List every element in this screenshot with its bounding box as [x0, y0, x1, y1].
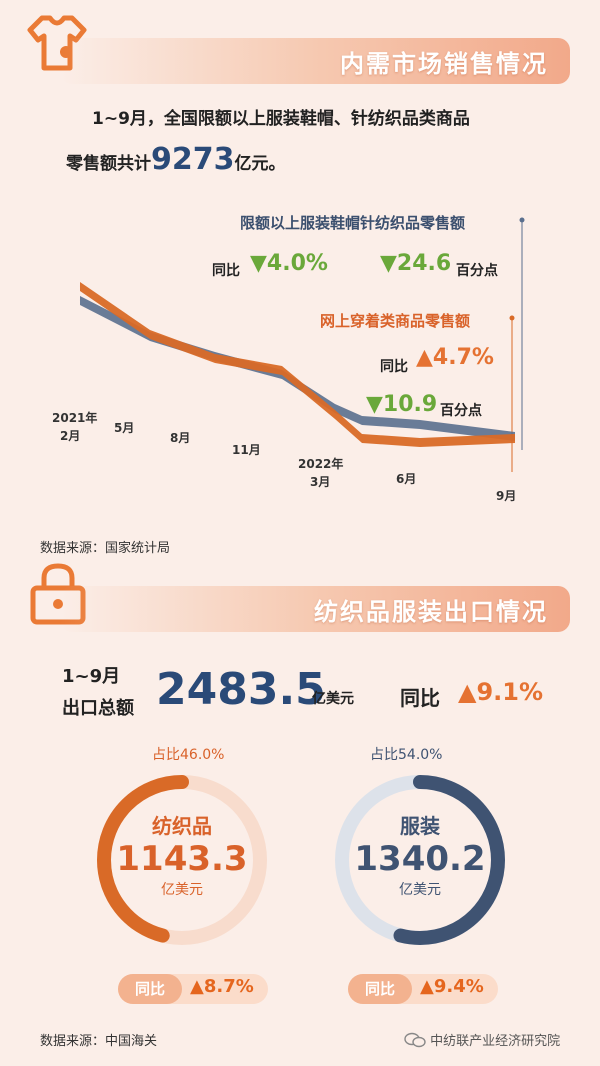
- garments-name: 服装: [400, 814, 440, 838]
- series2-yoy: ▲4.7%: [416, 345, 494, 370]
- textiles-value: 1143.3: [116, 839, 248, 879]
- x-tick-label: 2022年: [298, 456, 343, 471]
- series2-pp: ▼10.9: [366, 392, 438, 417]
- x-tick-label-sub: 2月: [60, 429, 80, 443]
- x-tick-label: 5月: [114, 421, 134, 435]
- series1-yoy: ▼4.0%: [250, 251, 328, 276]
- x-tick-label: 11月: [232, 443, 261, 457]
- wechat-icon: [404, 1032, 426, 1052]
- textiles-yoy: ▲8.7%: [190, 976, 254, 997]
- watermark-text: 中纺联产业经济研究院: [430, 1034, 561, 1049]
- textiles-unit: 亿美元: [161, 882, 203, 898]
- garments-yoy-pill: 同比 ▲9.4%: [348, 974, 498, 1004]
- series1-name: 限额以上服装鞋帽针纺织品零售额: [240, 214, 466, 232]
- series1-pp-unit: 百分点: [456, 263, 498, 279]
- section2-banner: 纺织品服装出口情况: [60, 586, 570, 632]
- series-1-ribbon: [80, 296, 515, 441]
- x-tick-label: 8月: [170, 431, 190, 445]
- textiles-yoy-pill: 同比 ▲8.7%: [118, 974, 268, 1004]
- series1-pp: ▼24.6: [380, 251, 452, 276]
- source-nbs: 数据来源：国家统计局: [40, 541, 171, 556]
- x-tick-label: 9月: [496, 489, 516, 503]
- donut-garments: [335, 775, 505, 945]
- series-1-connector-dot: [519, 217, 525, 223]
- donut-textiles-text: 纺织品 1143.3 亿美元: [92, 770, 272, 950]
- garments-yoy: ▲9.4%: [420, 976, 484, 997]
- export-total: 2483.5: [156, 664, 326, 715]
- export-yoy: ▲9.1%: [458, 678, 544, 706]
- export-period: 1~9月: [62, 666, 121, 687]
- x-tick-label-sub: 3月: [310, 475, 330, 489]
- donut-textiles-arc: [97, 775, 267, 945]
- export-unit: 亿美元: [312, 691, 354, 707]
- section1-banner: 内需市场销售情况: [60, 38, 570, 84]
- watermark: 中纺联产业经济研究院: [404, 1030, 560, 1052]
- section2-title: 纺织品服装出口情况: [314, 598, 548, 626]
- textiles-yoy-label: 同比: [118, 974, 182, 1004]
- donut-garments-arc: [335, 775, 505, 945]
- textiles-name: 纺织品: [152, 814, 212, 838]
- retail-total: 9273: [151, 142, 235, 177]
- series2-name: 网上穿着类商品零售额: [320, 312, 471, 330]
- intro-prefix: 零售额共计: [66, 154, 151, 174]
- series-2-connector-dot: [509, 315, 515, 321]
- donut-garments-text: 服装 1340.2 亿美元: [330, 770, 510, 950]
- x-tick-label: 6月: [396, 472, 416, 486]
- x-tick-label: 2021年: [52, 410, 97, 425]
- share-label-textiles: 占比46.0%: [152, 747, 225, 763]
- share-label-garments: 占比54.0%: [370, 747, 443, 763]
- garments-unit: 亿美元: [399, 882, 441, 898]
- retail-total-unit: 亿元。: [234, 154, 286, 174]
- export-yoy-label: 同比: [400, 686, 440, 710]
- series-2-ribbon: [80, 282, 515, 447]
- retail-line-chart: 2021年 2月 5月 8月 11月 2022年 3月 6月 9月: [52, 217, 525, 503]
- series1-yoy-label: 同比: [212, 263, 240, 279]
- garments-yoy-label: 同比: [348, 974, 412, 1004]
- intro-line2: 零售额共计9273亿元。: [66, 142, 286, 177]
- section1-title: 内需市场销售情况: [340, 50, 548, 78]
- series2-pp-unit: 百分点: [440, 403, 482, 419]
- export-label: 出口总额: [62, 698, 134, 719]
- intro-line1: 1~9月，全国限额以上服装鞋帽、针纺织品类商品: [92, 109, 470, 129]
- series2-yoy-label: 同比: [380, 359, 408, 375]
- donut-textiles: [97, 775, 267, 945]
- garments-value: 1340.2: [354, 839, 486, 879]
- source-customs: 数据来源：中国海关: [40, 1034, 158, 1049]
